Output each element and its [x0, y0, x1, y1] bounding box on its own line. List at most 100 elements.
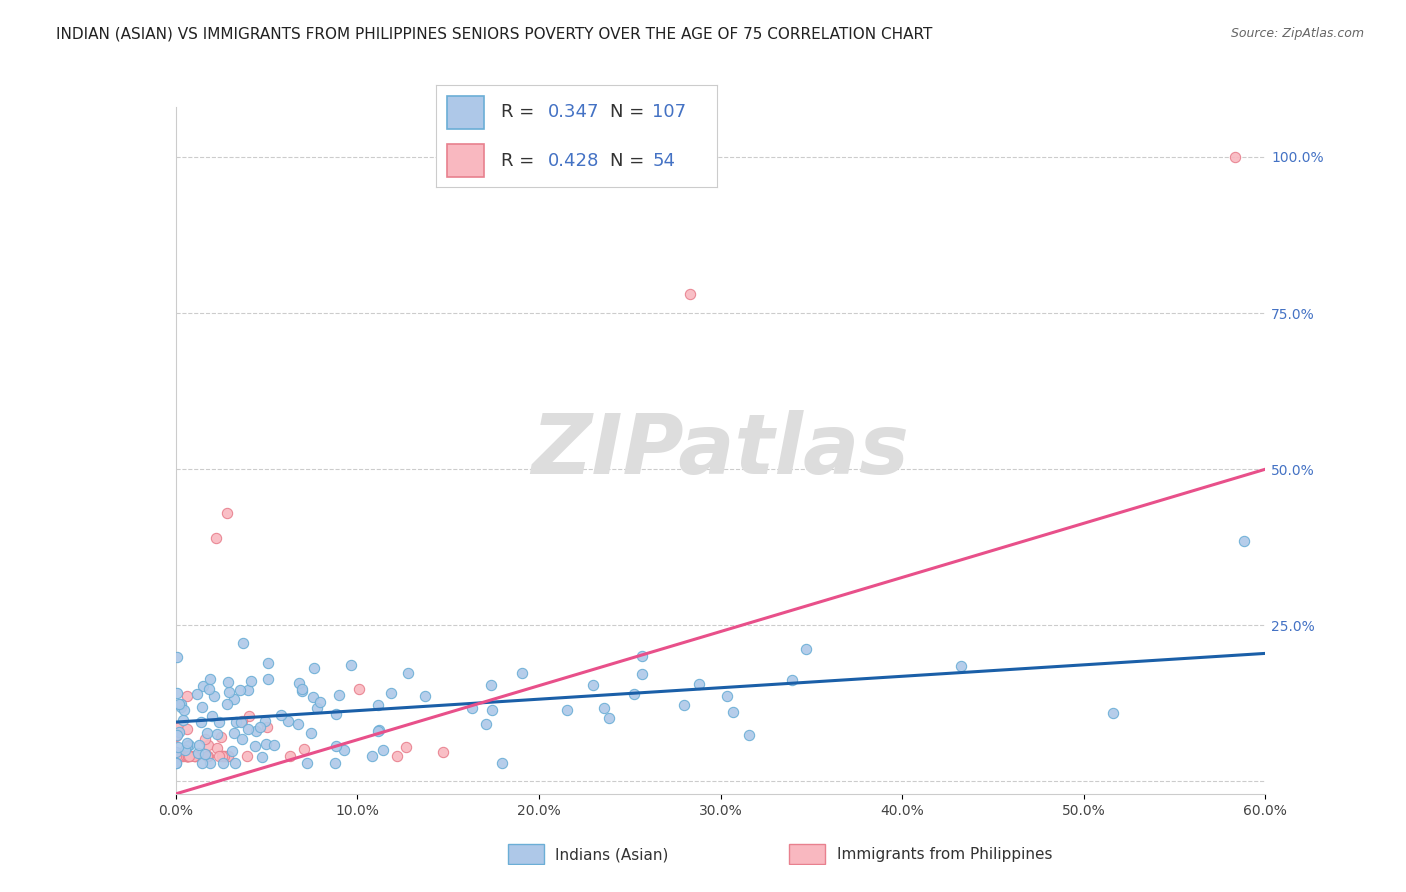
Point [280, 749, 302, 764]
Point [173, 743, 195, 757]
Point [191, 756, 214, 770]
Point [177, 738, 200, 752]
Point [218, 685, 240, 699]
Point [245, 723, 267, 738]
Point [207, 740, 229, 755]
Point [166, 721, 188, 735]
Point [716, 689, 738, 703]
Point [229, 682, 252, 697]
Point [371, 742, 394, 756]
Point [349, 682, 371, 697]
Point [176, 749, 198, 764]
Point [172, 714, 194, 728]
Point [287, 676, 309, 690]
Point [165, 749, 187, 764]
Point [197, 738, 219, 752]
Point [305, 701, 328, 715]
Point [592, 701, 614, 715]
Point [170, 749, 193, 764]
Point [167, 725, 190, 739]
Text: R =: R = [501, 103, 534, 121]
Point [432, 745, 454, 759]
Text: 107: 107 [652, 103, 686, 121]
Point [211, 749, 233, 764]
Point [194, 732, 217, 747]
Point [249, 721, 271, 735]
Point [238, 683, 260, 698]
Point [340, 658, 363, 673]
Point [491, 756, 513, 770]
Point [190, 699, 212, 714]
Point [166, 686, 188, 700]
Point [209, 730, 232, 744]
Point [187, 746, 209, 760]
Point [254, 714, 277, 728]
Point [166, 649, 188, 664]
Point [217, 749, 239, 764]
Point [231, 714, 253, 728]
Point [380, 686, 402, 700]
Point [165, 756, 187, 770]
Point [236, 723, 259, 737]
Point [176, 749, 198, 764]
Point [481, 703, 503, 717]
Point [623, 687, 645, 701]
Point [170, 699, 193, 714]
Point [190, 715, 212, 730]
Point [211, 749, 233, 764]
Point [176, 749, 198, 764]
Point [173, 702, 195, 716]
Point [197, 749, 219, 764]
Text: Source: ZipAtlas.com: Source: ZipAtlas.com [1230, 27, 1364, 40]
Point [176, 749, 198, 764]
Point [167, 697, 190, 711]
Point [270, 708, 292, 723]
Point [256, 657, 278, 671]
Point [212, 756, 235, 770]
Point [222, 691, 245, 706]
Point [325, 739, 347, 753]
Point [291, 682, 314, 697]
Point [176, 749, 198, 764]
Point [229, 714, 252, 729]
Point [235, 749, 257, 764]
Point [217, 698, 239, 712]
Point [479, 678, 502, 692]
Point [367, 724, 389, 739]
Point [232, 636, 254, 650]
Point [188, 738, 211, 752]
Point [215, 506, 238, 520]
Point [631, 649, 654, 664]
Point [367, 723, 389, 737]
Point [385, 749, 408, 764]
Text: Immigrants from Philippines: Immigrants from Philippines [837, 847, 1052, 862]
Point [184, 749, 207, 764]
Point [630, 667, 652, 681]
Point [200, 673, 222, 687]
Point [582, 678, 605, 692]
Text: INDIAN (ASIAN) VS IMMIGRANTS FROM PHILIPPINES SENIORS POVERTY OVER THE AGE OF 75: INDIAN (ASIAN) VS IMMIGRANTS FROM PHILIP… [56, 27, 932, 42]
Point [176, 736, 198, 750]
Point [238, 708, 260, 723]
Point [165, 756, 187, 770]
Point [780, 673, 803, 687]
Point [367, 698, 389, 713]
Point [555, 702, 578, 716]
Point [194, 747, 217, 761]
Point [396, 666, 419, 681]
Point [323, 756, 346, 770]
Point [176, 689, 198, 703]
Point [204, 531, 226, 545]
Point [208, 714, 231, 729]
Point [294, 742, 316, 756]
Point [1102, 706, 1125, 721]
Point [254, 737, 277, 751]
Text: 0.428: 0.428 [548, 152, 600, 169]
Point [332, 743, 354, 757]
Point [328, 688, 350, 702]
Point [173, 749, 195, 764]
Point [263, 738, 285, 752]
Point [304, 661, 326, 675]
Point [183, 749, 205, 764]
Point [277, 714, 299, 728]
